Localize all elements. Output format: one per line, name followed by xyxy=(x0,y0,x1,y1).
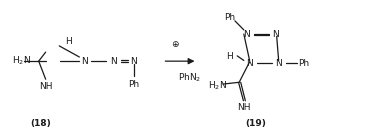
Text: N: N xyxy=(110,57,117,66)
Text: N: N xyxy=(243,30,250,39)
Text: N: N xyxy=(130,57,137,66)
Text: Ph: Ph xyxy=(298,59,309,68)
Text: N: N xyxy=(246,59,253,68)
Text: Ph: Ph xyxy=(128,80,139,89)
Text: H$_2$N: H$_2$N xyxy=(208,80,227,92)
Text: N: N xyxy=(275,59,282,68)
Text: N: N xyxy=(81,57,88,66)
Text: N: N xyxy=(272,30,279,39)
Text: PhN$_2$: PhN$_2$ xyxy=(178,72,201,84)
Text: H$_2$N: H$_2$N xyxy=(12,55,31,67)
Text: H: H xyxy=(226,53,233,61)
Text: H: H xyxy=(65,37,72,46)
Text: (19): (19) xyxy=(245,119,266,127)
Text: ⊕: ⊕ xyxy=(171,40,179,49)
Text: (18): (18) xyxy=(30,119,51,127)
Text: NH: NH xyxy=(238,103,251,112)
Text: NH: NH xyxy=(39,82,52,91)
Text: Ph: Ph xyxy=(224,13,235,22)
